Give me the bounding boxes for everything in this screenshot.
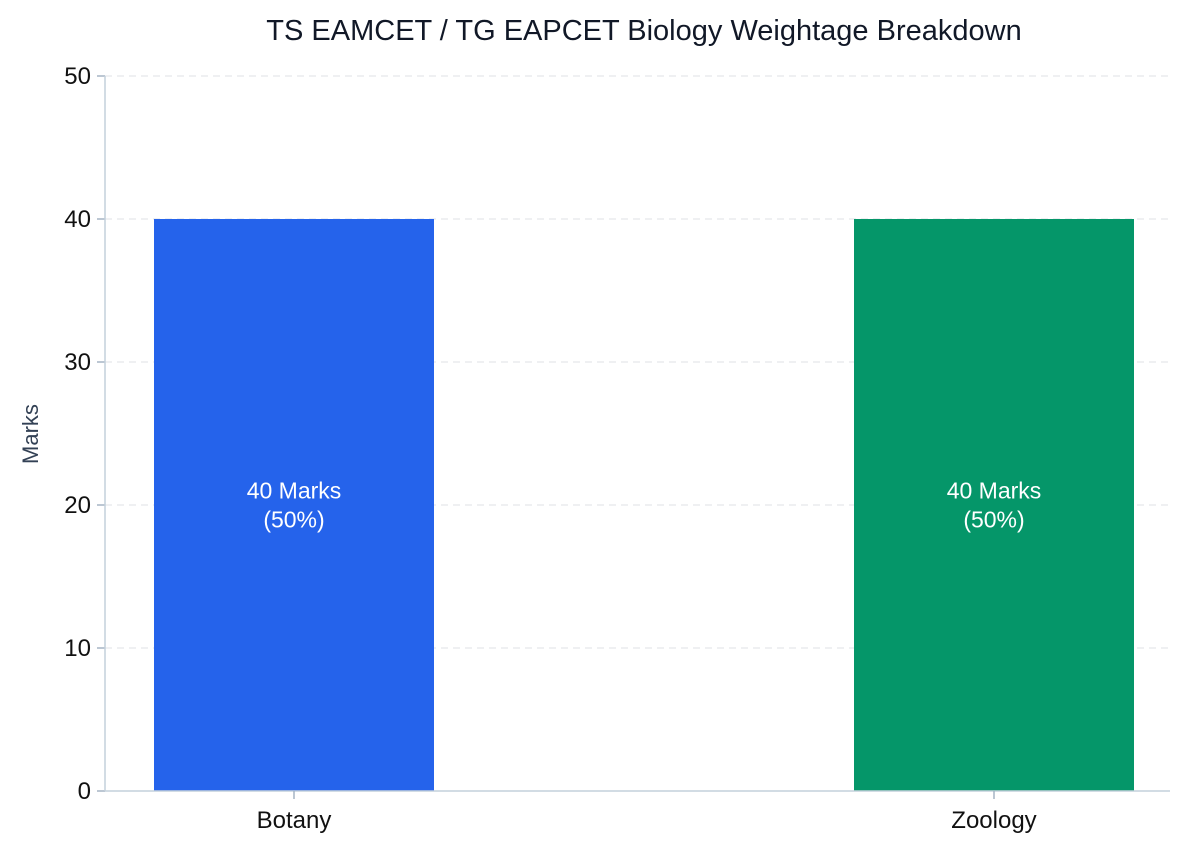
bar-data-label: (50%) — [263, 507, 324, 533]
bar-data-label: (50%) — [963, 507, 1024, 533]
y-tick-label: 10 — [64, 635, 91, 662]
y-tick-label: 50 — [64, 63, 91, 90]
y-tick-label: 20 — [64, 492, 91, 519]
chart-title: TS EAMCET / TG EAPCET Biology Weightage … — [266, 15, 1021, 47]
y-tick-label: 0 — [78, 778, 91, 805]
y-axis-label: Marks — [18, 404, 43, 464]
bar-zoology — [854, 219, 1134, 791]
bars — [154, 219, 1134, 791]
x-tick-label: Zoology — [951, 807, 1036, 834]
y-tick-label: 30 — [64, 349, 91, 376]
bar-data-label: 40 Marks — [947, 478, 1042, 504]
x-tick-label: Botany — [257, 807, 332, 834]
bar-data-label: 40 Marks — [247, 478, 342, 504]
gridlines — [105, 75, 1170, 649]
tick-labels: 0 10 20 30 40 50 Botany Zoology — [64, 63, 1036, 834]
y-tick-label: 40 — [64, 206, 91, 233]
bar-botany — [154, 219, 434, 791]
bar-labels: 40 Marks (50%) 40 Marks (50%) — [247, 478, 1042, 533]
axes — [97, 75, 1170, 799]
